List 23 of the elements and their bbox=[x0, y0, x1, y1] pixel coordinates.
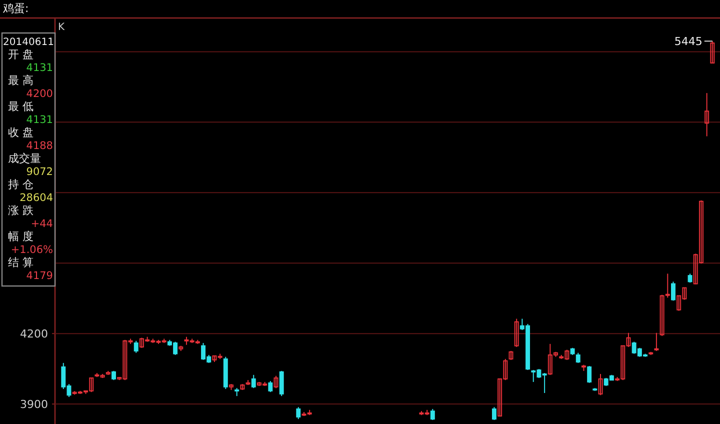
y-tick-label: 3900 bbox=[20, 398, 48, 412]
candlestick bbox=[654, 332, 659, 352]
info-panel: 20140611 开 盘 4131 最 高 4200 最 低 4131 收 盘 4188 成交量 9072 持 仓 28604 涨 跌 +44 幅 度 +1.06% 结 算 4179 bbox=[1, 32, 56, 287]
candlestick bbox=[112, 370, 116, 381]
candlestick bbox=[671, 281, 676, 302]
y-tick-label: 4200 bbox=[20, 328, 48, 341]
candlestick bbox=[268, 380, 273, 393]
candlestick bbox=[274, 375, 278, 389]
candlestick bbox=[251, 374, 256, 389]
candlestick bbox=[514, 318, 519, 348]
candlestick bbox=[587, 365, 592, 384]
annotation: 5445 bbox=[674, 35, 702, 48]
chart-subtitle: K bbox=[58, 22, 65, 33]
candlestick bbox=[279, 370, 284, 397]
candlestick bbox=[576, 352, 580, 364]
candlestick bbox=[598, 373, 603, 396]
candlestick bbox=[704, 92, 710, 137]
candlestick bbox=[710, 40, 715, 64]
chart-title: 鸡蛋: bbox=[2, 2, 29, 15]
candlestick bbox=[296, 406, 301, 420]
candlestick bbox=[134, 340, 138, 354]
candlestick bbox=[430, 408, 435, 421]
candlestick bbox=[492, 406, 496, 421]
